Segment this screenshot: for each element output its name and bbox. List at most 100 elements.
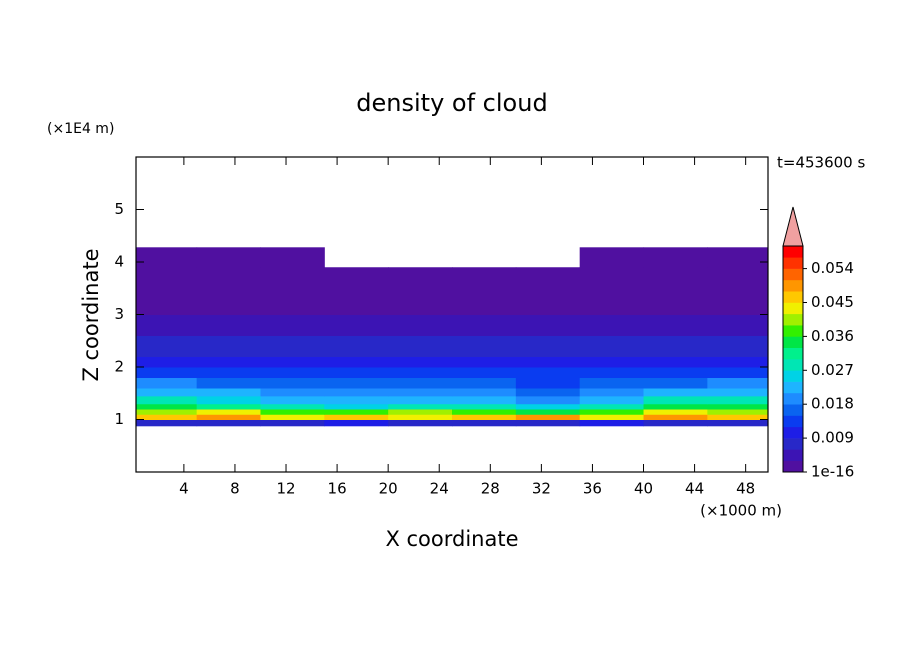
cell [452,414,517,420]
x-tick-label: 36 [583,480,602,498]
cell [388,409,453,415]
cell [579,377,645,389]
colorbar-band [783,449,803,461]
cell [452,293,517,315]
cell [579,293,645,315]
cell [579,388,645,397]
cell [388,356,453,368]
cell [388,414,453,420]
colorbar-band [783,279,803,292]
cell [643,414,708,420]
colorbar-tick-label: 0.018 [811,395,854,413]
cell [707,272,768,294]
cell [452,388,517,397]
cell [260,409,325,415]
colorbar-band [783,347,803,360]
cell [136,335,198,357]
cell [260,293,325,315]
x-axis-title: X coordinate [385,527,518,551]
y-unit: (×1E4 m) [47,121,114,137]
x-tick-label: 28 [481,480,500,498]
x-tick-label: 32 [532,480,551,498]
cell [707,377,768,389]
cell [515,314,581,336]
cell [260,414,325,420]
cell [196,367,261,378]
cell [196,293,261,315]
cell [136,403,198,410]
cell [324,335,389,357]
cell [452,377,517,389]
cell [579,367,645,378]
x-tick-label: 4 [179,480,189,498]
cell [260,419,325,427]
colorbar-band [783,359,803,371]
cell [515,335,581,357]
cell [324,414,389,420]
cell [707,409,768,415]
colorbar-band [783,460,803,473]
y-tick-label: 5 [114,200,124,218]
cell [579,403,645,410]
colorbar-tick-label: 0.009 [811,429,854,447]
cell [260,367,325,378]
x-unit: (×1000 m) [700,502,782,520]
cell [707,403,768,410]
cell [324,367,389,378]
cell [643,409,708,415]
y-axis-title: Z coordinate [79,248,103,381]
cell [643,267,708,273]
x-tick-label: 20 [379,480,398,498]
cell [136,356,198,368]
cell [196,267,261,273]
cell [196,335,261,357]
colorbar-band [783,381,803,394]
chart-title: density of cloud [356,89,547,117]
cell [515,272,581,294]
colorbar-tick-label: 0.027 [811,361,854,379]
colorbar-band [783,404,803,416]
cell [643,247,708,268]
cell [388,293,453,315]
cell [388,403,453,410]
cell [136,377,198,389]
cell [643,395,708,405]
cell [196,395,261,405]
cell [515,419,581,427]
colorbar-band [783,438,803,450]
cell [515,414,581,420]
cell [260,267,325,273]
cell [579,314,645,336]
cell [452,367,517,378]
x-tick-label: 40 [634,480,653,498]
cell [136,272,198,294]
cell [643,356,708,368]
colorbar-band [783,291,803,303]
cell [707,356,768,368]
cell [136,395,198,405]
axes: 4 8 12 16 20 24 28 32 36 40 44 48123451e-160.0090.0… [114,156,854,498]
cell [196,272,261,294]
cell [452,314,517,336]
cell [324,409,389,415]
cell [196,247,261,268]
cell [136,414,198,420]
cell [388,367,453,378]
cell [260,247,325,268]
cell [707,419,768,427]
cell [388,419,453,427]
cell [324,388,389,397]
cell [136,367,198,378]
cell [515,409,581,415]
cell [579,356,645,368]
cell [643,419,708,427]
cell [196,314,261,336]
cell [388,335,453,357]
cell [515,377,581,389]
cell [136,247,198,268]
cell [515,388,581,397]
colorbar-extension [782,206,804,247]
cell [452,419,517,427]
cell [388,267,453,273]
cell [452,272,517,294]
